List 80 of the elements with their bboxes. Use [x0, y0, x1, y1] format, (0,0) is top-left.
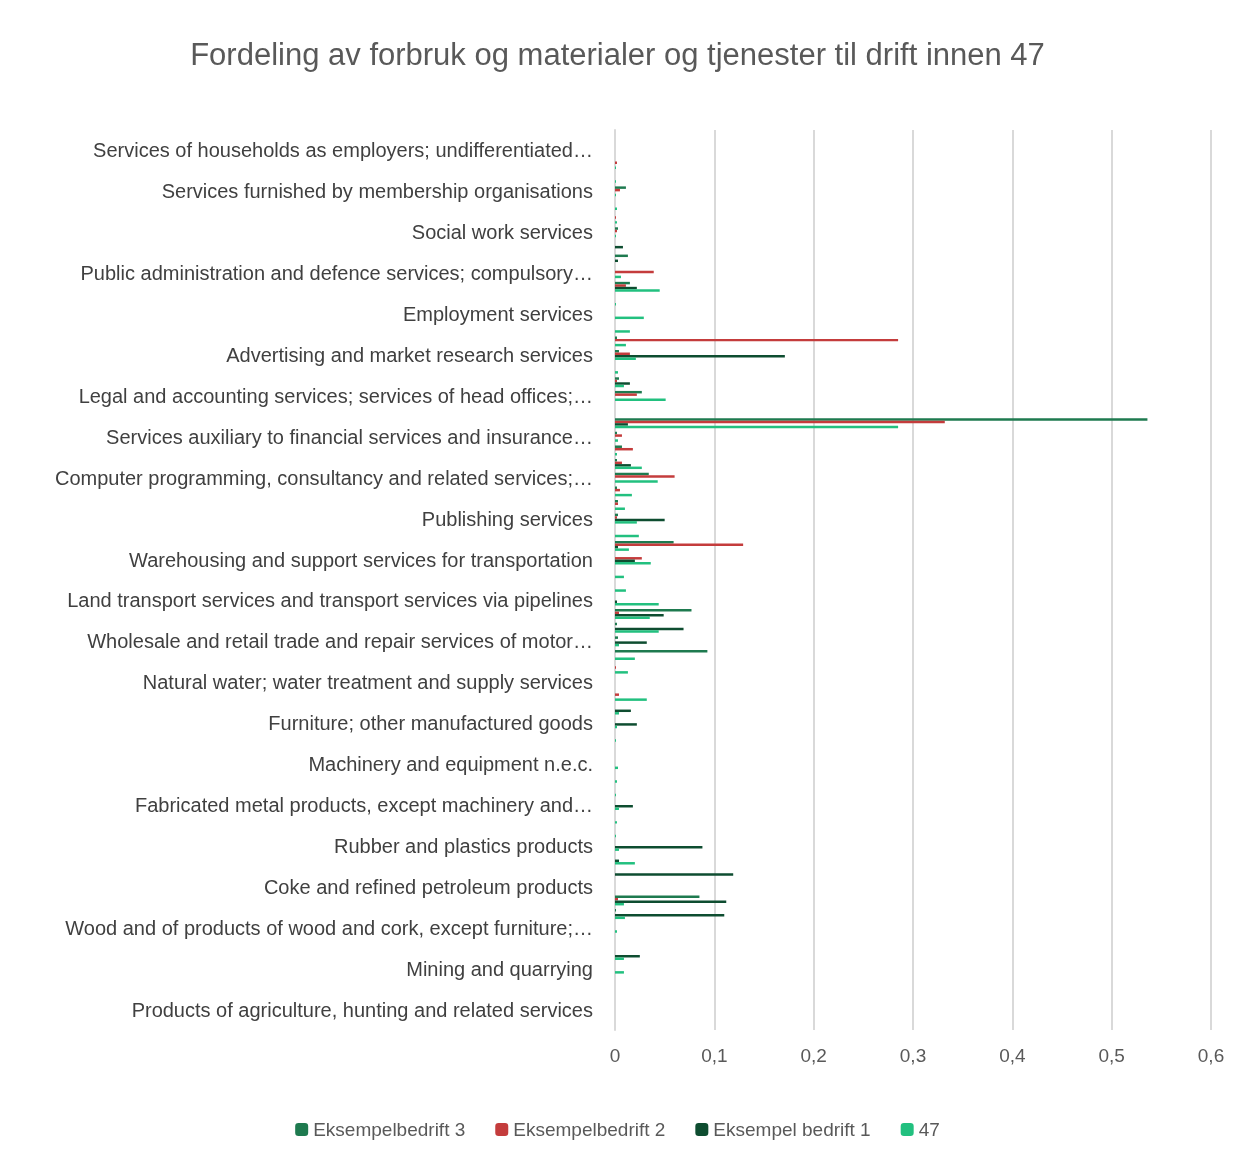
bar	[615, 543, 744, 546]
bar	[615, 289, 660, 292]
y-tick-label: Advertising and market research services	[226, 344, 593, 366]
bar	[615, 434, 622, 437]
bar	[615, 636, 618, 639]
y-tick-label: Warehousing and support services for transportation	[129, 548, 593, 571]
bar	[615, 698, 647, 701]
bar	[615, 393, 637, 396]
bar	[615, 693, 619, 696]
bar	[615, 848, 619, 851]
bar	[615, 284, 626, 287]
y-tick-label: Employment services	[402, 303, 593, 326]
bar	[615, 445, 622, 448]
bar	[615, 330, 630, 333]
bar	[615, 630, 659, 633]
bar	[615, 562, 651, 565]
bar	[615, 712, 619, 715]
bar	[615, 357, 636, 360]
y-tick-label: Services of households as employers; undifferentiated…	[93, 139, 593, 162]
x-tick-label: 0	[609, 1045, 621, 1066]
bar	[615, 371, 618, 374]
x-tick-label: 0,5	[1098, 1045, 1125, 1066]
y-tick-label: Rubber and plastics products	[333, 834, 593, 857]
bar	[615, 609, 692, 612]
y-tick-label: Natural water; water treatment and supply services	[142, 671, 593, 694]
bar	[615, 557, 642, 560]
y-tick-label: Machinery and equipment n.e.c.	[308, 753, 593, 776]
bar	[615, 350, 619, 353]
bar	[615, 464, 631, 467]
y-tick-label: Services furnished by membership organisations	[161, 180, 593, 203]
y-tick-label: Fabricated metal products, except machinery and…	[135, 794, 593, 816]
bar	[615, 723, 637, 726]
y-tick-label: Mining and quarrying	[406, 957, 593, 980]
legend-label: Eksempel bedrift 1	[713, 1119, 871, 1140]
bar	[615, 957, 624, 960]
bar	[615, 589, 626, 592]
chart-title: Fordeling av forbruk og materialer og tjenester til drift innen 47	[190, 37, 1045, 72]
legend-label: Eksempelbedrift 2	[513, 1119, 666, 1140]
bar	[615, 423, 628, 426]
y-tick-label: Land transport services and transport services via pipelines	[67, 589, 593, 612]
x-tick-label: 0,2	[800, 1045, 827, 1066]
y-tick-label: Publishing services	[421, 507, 593, 530]
bar	[615, 507, 625, 510]
x-tick-label: 0,6	[1197, 1045, 1225, 1066]
bar	[615, 862, 635, 865]
bar	[615, 398, 666, 401]
bar	[615, 657, 635, 660]
bar	[615, 475, 675, 478]
y-tick-label: Services auxiliary to financial services and insurance…	[106, 425, 593, 448]
bar	[615, 614, 664, 617]
bar	[615, 548, 629, 551]
y-tick-label: Furniture; other manufactured goods	[268, 712, 593, 735]
y-tick-label: Social work services	[411, 221, 593, 244]
x-tick-label: 0,4	[999, 1045, 1026, 1066]
bar	[615, 439, 618, 442]
legend-label: Eksempelbedrift 3	[313, 1119, 466, 1140]
bar	[615, 900, 727, 903]
y-tick-label: Products of agriculture, hunting and related services	[131, 998, 593, 1021]
legend-label: 47	[918, 1119, 940, 1140]
bar	[615, 418, 1148, 421]
bar	[615, 186, 626, 189]
y-tick-label: Coke and refined petroleum products	[263, 875, 593, 898]
x-tick-label: 0,3	[899, 1045, 927, 1066]
bar	[615, 641, 647, 644]
bar	[615, 650, 708, 653]
y-tick-label: Computer programming, consultancy and related services;…	[54, 466, 593, 489]
bar	[615, 971, 624, 974]
y-tick-label: Wood and of products of wood and cork, except furniture;…	[65, 916, 593, 939]
bar	[615, 382, 630, 385]
y-tick-label: Legal and accounting services; services of head offices;…	[78, 384, 593, 407]
bar	[615, 873, 734, 876]
bar	[615, 480, 658, 483]
y-tick-label: Public administration and defence services; compulsory…	[80, 262, 593, 285]
bar	[615, 914, 725, 917]
bar	[615, 895, 700, 898]
bar	[615, 807, 619, 810]
bar	[615, 521, 637, 524]
y-tick-label: Wholesale and retail trade and repair services of motor…	[87, 630, 593, 653]
bar	[615, 671, 628, 674]
x-tick-label: 0,1	[701, 1045, 728, 1066]
